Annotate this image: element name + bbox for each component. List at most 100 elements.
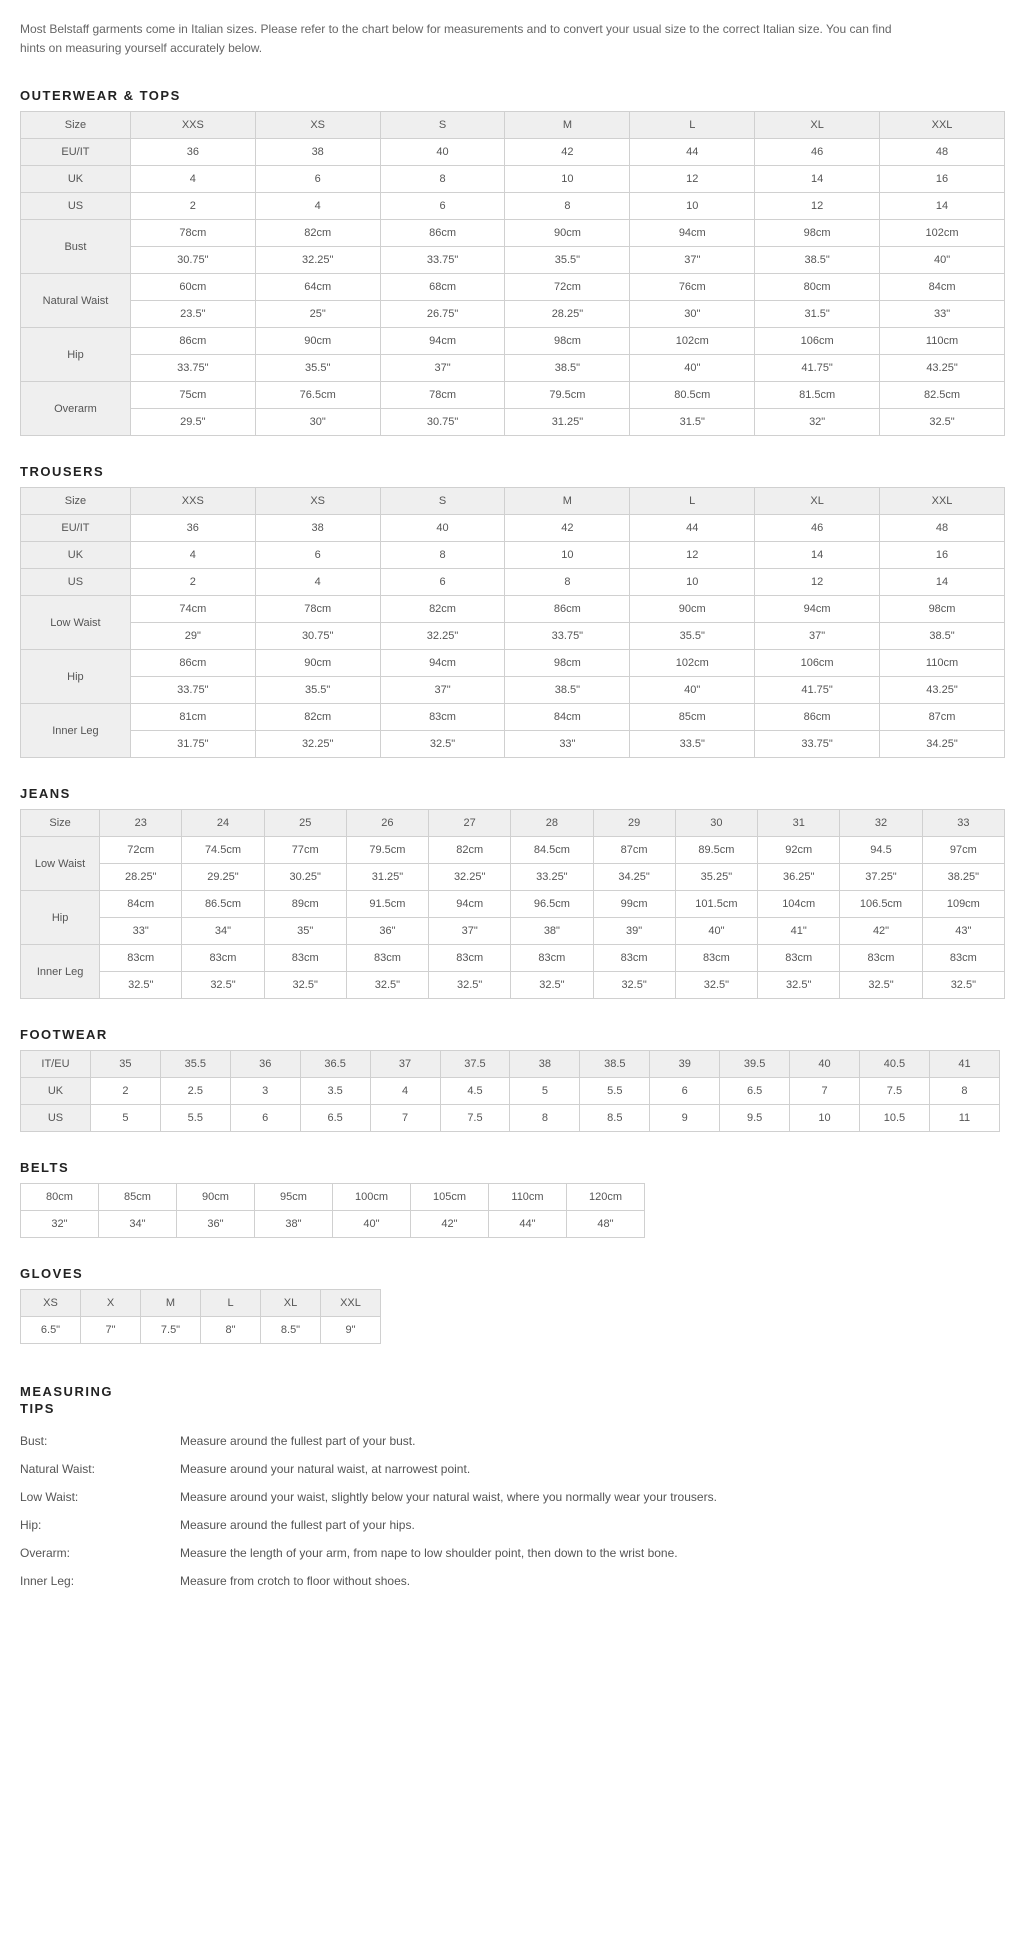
table-cell: 81cm	[130, 704, 255, 731]
table-cell: 9	[650, 1105, 720, 1132]
table-cell: 106cm	[755, 650, 880, 677]
table-cell: 34.25"	[593, 864, 675, 891]
section-title-jeans: JEANS	[20, 786, 1007, 801]
section-title-footwear: FOOTWEAR	[20, 1027, 1007, 1042]
table-cell: 32.5"	[840, 972, 922, 999]
table-cell: 32.25"	[380, 623, 505, 650]
table-cell: 32.5"	[922, 972, 1004, 999]
table-cell: 37"	[630, 247, 755, 274]
table-cell: 40"	[880, 247, 1005, 274]
table-cell: 36	[230, 1051, 300, 1078]
table-cell: 32.5"	[100, 972, 182, 999]
table-cell: 35.25"	[675, 864, 757, 891]
table-cell: 38.5"	[505, 355, 630, 382]
table-header-cell: 25	[264, 810, 346, 837]
table-cell: 14	[880, 569, 1005, 596]
table-cell: 12	[630, 542, 755, 569]
tip-row: Inner Leg:Measure from crotch to floor w…	[20, 1574, 1007, 1588]
table-cell: 75cm	[130, 382, 255, 409]
table-cell: 35.5"	[505, 247, 630, 274]
table-cell: 4	[130, 542, 255, 569]
table-cell: 83cm	[429, 945, 511, 972]
table-header-cell: 24	[182, 810, 264, 837]
table-cell: 98cm	[755, 220, 880, 247]
table-cell: XXL	[321, 1290, 381, 1317]
table-cell: 86cm	[755, 704, 880, 731]
table-cell: 90cm	[255, 328, 380, 355]
table-cell: 33.25"	[511, 864, 593, 891]
table-header-cell: XXS	[130, 112, 255, 139]
tip-text: Measure around your waist, slightly belo…	[180, 1490, 1007, 1504]
table-cell: 10.5	[859, 1105, 929, 1132]
table-cell: 41.75"	[755, 355, 880, 382]
table-cell: 42"	[411, 1211, 489, 1238]
tip-row: Natural Waist:Measure around your natura…	[20, 1462, 1007, 1476]
table-cell: 94cm	[755, 596, 880, 623]
table-cell: 33.75"	[130, 677, 255, 704]
table-cell: 37"	[380, 677, 505, 704]
table-cell: 40.5	[859, 1051, 929, 1078]
table-cell: 32.5"	[880, 409, 1005, 436]
table-cell: 38"	[255, 1211, 333, 1238]
table-cell: 8.5	[580, 1105, 650, 1132]
table-cell: 6.5	[300, 1105, 370, 1132]
table-cell: 5	[510, 1078, 580, 1105]
table-cell: 44"	[489, 1211, 567, 1238]
table-cell: 83cm	[511, 945, 593, 972]
table-cell: 6	[230, 1105, 300, 1132]
table-cell: 94cm	[380, 650, 505, 677]
table-cell: 35	[90, 1051, 160, 1078]
table-header-cell: 28	[511, 810, 593, 837]
table-cell: 33"	[880, 301, 1005, 328]
table-row-label: Inner Leg	[21, 945, 100, 999]
table-cell: 14	[755, 542, 880, 569]
table-cell: EU/IT	[21, 515, 131, 542]
table-header-cell: XS	[255, 112, 380, 139]
table-cell: 32.5"	[346, 972, 428, 999]
table-cell: 90cm	[630, 596, 755, 623]
tip-label: Natural Waist:	[20, 1462, 180, 1476]
table-cell: 35.5"	[630, 623, 755, 650]
table-cell: 12	[630, 166, 755, 193]
table-cell: 78cm	[255, 596, 380, 623]
table-cell: 48	[880, 515, 1005, 542]
table-cell: 101.5cm	[675, 891, 757, 918]
tip-text: Measure from crotch to floor without sho…	[180, 1574, 1007, 1588]
tip-label: Bust:	[20, 1434, 180, 1448]
jeans-table: Size2324252627282930313233Low Waist72cm7…	[20, 809, 1005, 999]
table-cell: 82cm	[255, 704, 380, 731]
table-cell: 14	[880, 193, 1005, 220]
table-cell: 37.5	[440, 1051, 510, 1078]
table-cell: 83cm	[100, 945, 182, 972]
table-cell: 35.5	[160, 1051, 230, 1078]
table-cell: 41	[929, 1051, 999, 1078]
table-cell: 31.75"	[130, 731, 255, 758]
table-cell: 8	[505, 569, 630, 596]
table-cell: 34"	[99, 1211, 177, 1238]
table-cell: 8"	[201, 1317, 261, 1344]
table-cell: 32.5"	[182, 972, 264, 999]
gloves-table: XSXMLXLXXL6.5"7"7.5"8"8.5"9"	[20, 1289, 381, 1344]
tip-text: Measure around your natural waist, at na…	[180, 1462, 1007, 1476]
table-cell: 33.75"	[380, 247, 505, 274]
table-cell: 32.5"	[429, 972, 511, 999]
table-cell: 72cm	[100, 837, 182, 864]
tip-label: Overarm:	[20, 1546, 180, 1560]
table-cell: 2	[130, 569, 255, 596]
table-cell: 91.5cm	[346, 891, 428, 918]
table-cell: 2	[130, 193, 255, 220]
table-cell: 30"	[630, 301, 755, 328]
table-header-cell: XL	[755, 112, 880, 139]
table-cell: M	[141, 1290, 201, 1317]
tip-row: Hip:Measure around the fullest part of y…	[20, 1518, 1007, 1532]
table-row-label: Natural Waist	[21, 274, 131, 328]
belts-table: 80cm85cm90cm95cm100cm105cm110cm120cm32"3…	[20, 1183, 645, 1238]
table-header-cell: 27	[429, 810, 511, 837]
table-cell: 10	[630, 193, 755, 220]
table-cell: 86cm	[130, 650, 255, 677]
table-row-label: Hip	[21, 328, 131, 382]
table-cell: XL	[261, 1290, 321, 1317]
table-row-label: Bust	[21, 220, 131, 274]
table-cell: 98cm	[505, 650, 630, 677]
table-cell: 68cm	[380, 274, 505, 301]
